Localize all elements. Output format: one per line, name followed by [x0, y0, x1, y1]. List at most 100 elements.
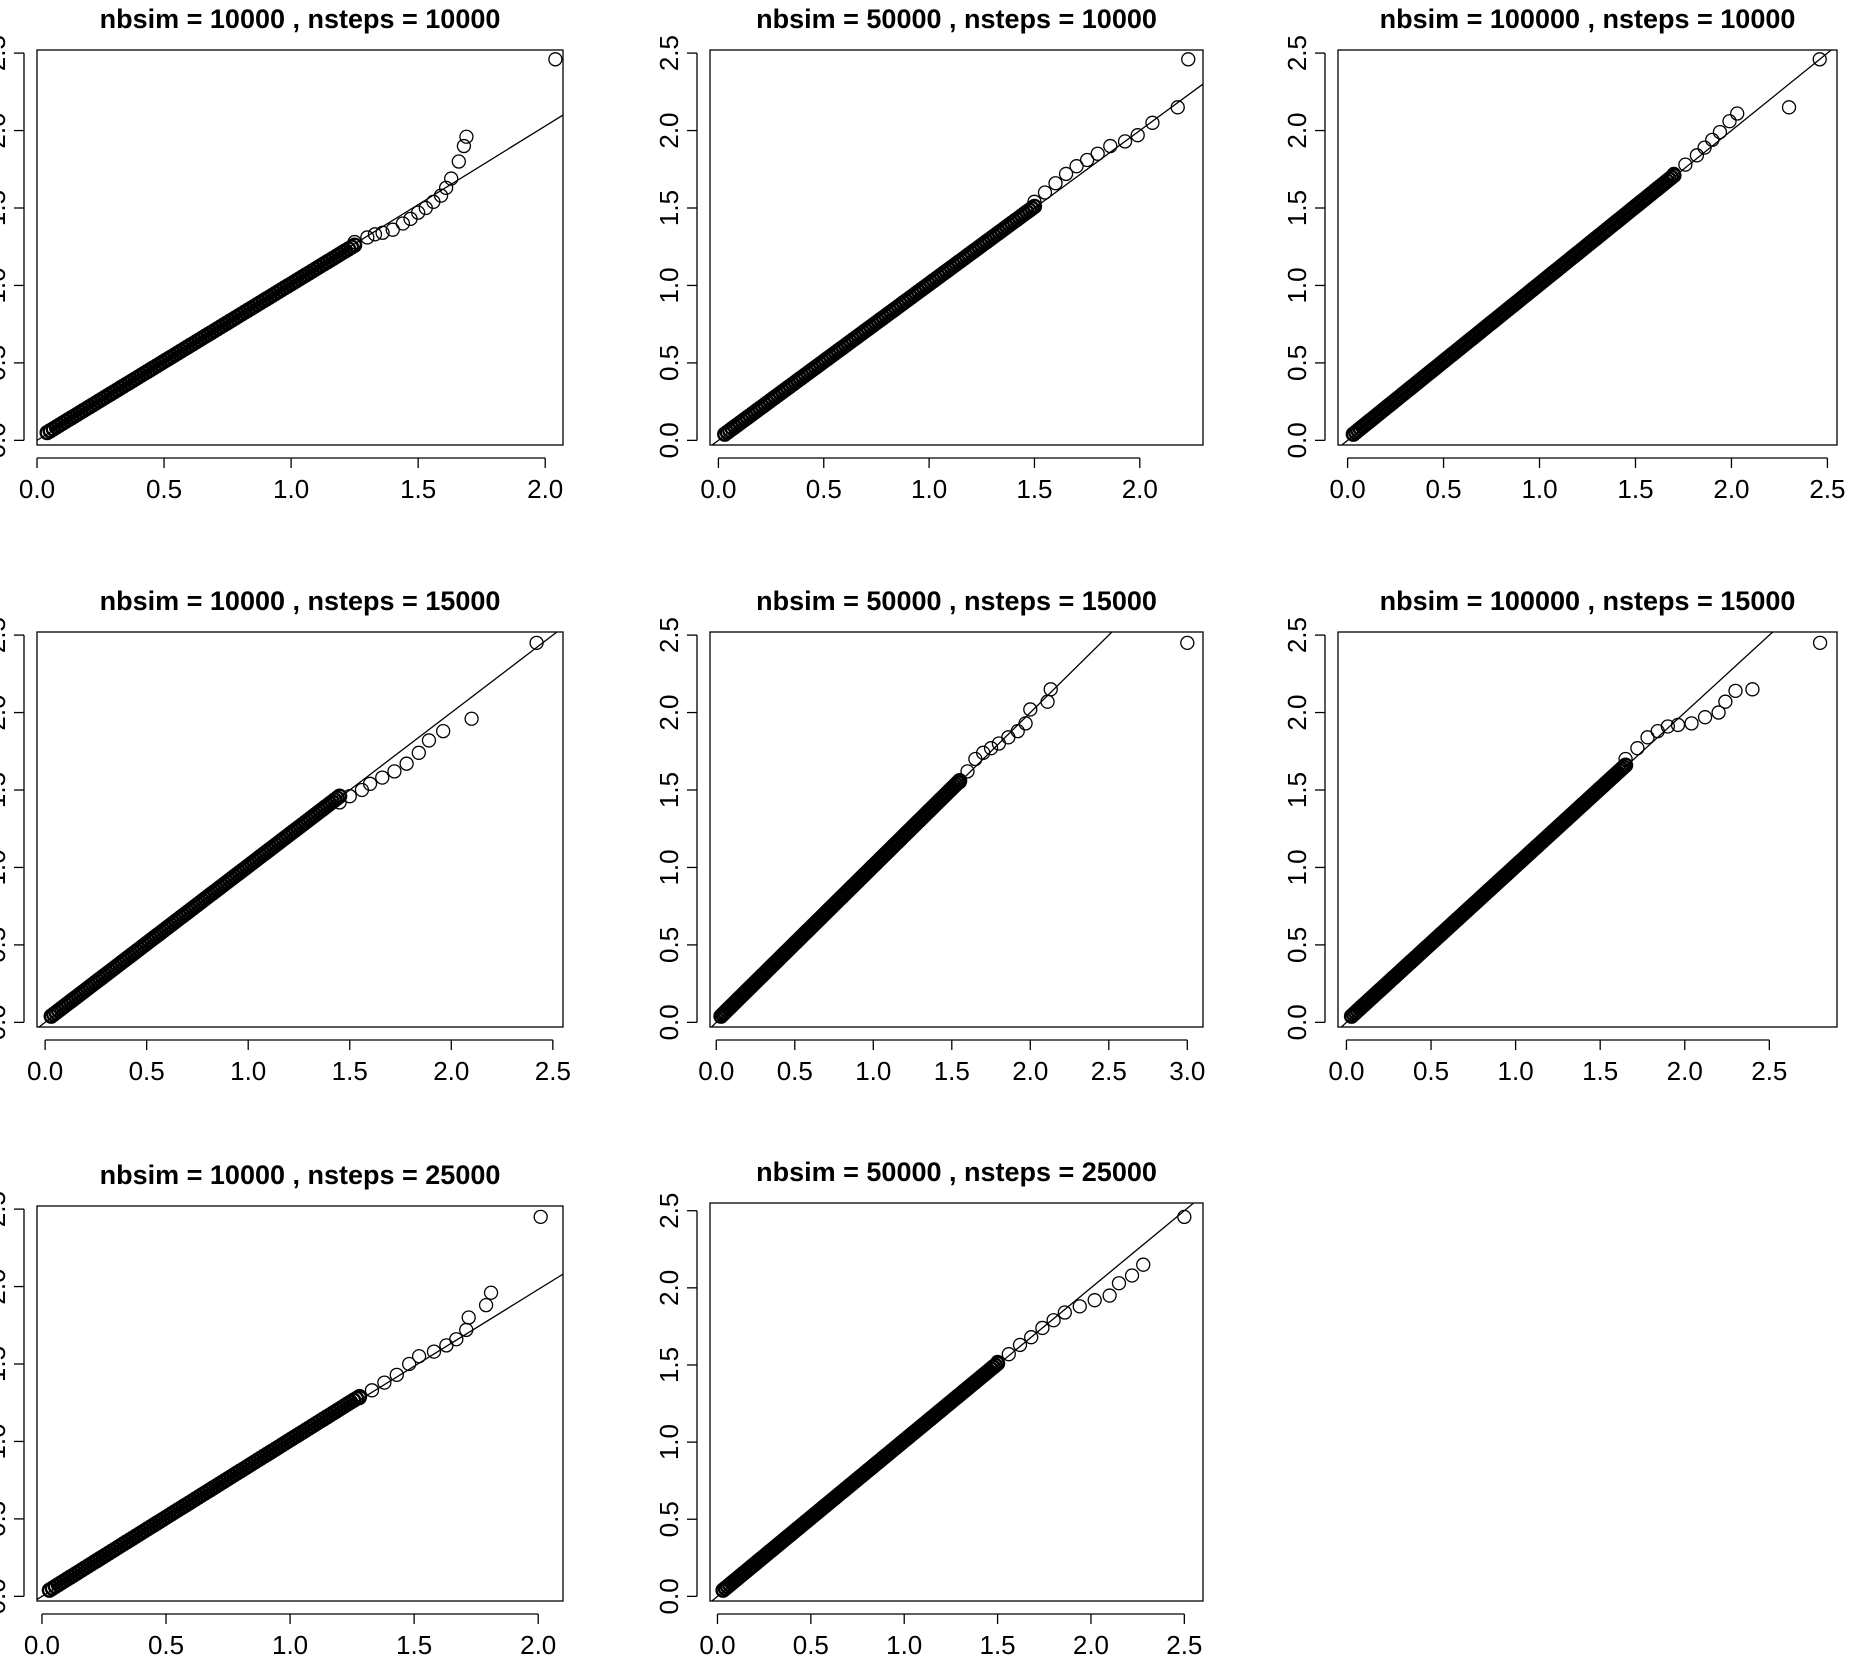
data-point: [1012, 1337, 1028, 1353]
y-tick-label: 1.0: [1282, 267, 1312, 303]
x-axis: 0.0 0.5 1.0 1.5 2.0 2.5: [27, 1039, 571, 1086]
x-tick-label: 1.5: [400, 474, 436, 504]
x-axis: 0.0 0.5 1.0 1.5 2.0 2.5 3.0: [698, 1039, 1205, 1086]
y-tick-label: 1.0: [0, 849, 11, 885]
y-tick-label: 1.0: [0, 1423, 11, 1459]
data-point: [1024, 1330, 1039, 1345]
data-point: [1027, 194, 1042, 209]
qq-panel: nbsim = 100000 , nsteps = 10000 0.0 0.5 1.0…: [1282, 4, 1845, 504]
y-axis: 0.0 0.5 1.0 1.5 2.0 2.5: [0, 35, 25, 458]
y-tick-label: 2.5: [654, 1193, 684, 1229]
data-point: [464, 711, 479, 726]
data-point: [960, 764, 975, 779]
data-point: [1712, 124, 1728, 140]
data-point: [478, 1297, 494, 1313]
x-tick-label: 2.0: [1122, 474, 1158, 504]
x-tick-label: 0.5: [806, 474, 842, 504]
data-point: [1024, 200, 1040, 217]
x-tick-label: 0.0: [19, 474, 55, 504]
panel-title: nbsim = 100000 , nsteps = 10000: [1380, 4, 1796, 34]
data-point: [1728, 683, 1743, 699]
data-point: [985, 1359, 1001, 1375]
y-tick-label: 1.0: [654, 1424, 684, 1460]
data-point: [1617, 757, 1634, 773]
plot-frame: [709, 49, 1204, 446]
x-tick-label: 2.0: [433, 1056, 469, 1086]
data-point: [1090, 146, 1105, 161]
data-point: [1111, 1276, 1127, 1291]
x-tick-label: 1.0: [855, 1056, 891, 1086]
data-point: [1136, 1257, 1151, 1272]
x-tick-label: 2.0: [1073, 1630, 1109, 1660]
dense-points: [1345, 167, 1682, 442]
x-tick-label: 1.0: [886, 1630, 922, 1660]
x-tick-label: 2.5: [1751, 1056, 1787, 1086]
qq-panel: nbsim = 50000 , nsteps = 10000 0.0 0.5 1.0 1…: [654, 4, 1204, 504]
data-point: [375, 225, 390, 240]
data-point: [529, 635, 544, 650]
data-point: [451, 154, 466, 169]
x-tick-label: 0.0: [698, 1056, 734, 1086]
x-tick-label: 2.0: [1667, 1056, 1703, 1086]
tail-points: [332, 635, 544, 810]
y-axis: 0.0 0.5 1.0 1.5 2.0 2.5: [1282, 35, 1326, 458]
x-tick-label: 1.0: [230, 1056, 266, 1086]
data-point: [1177, 1209, 1192, 1225]
x-tick-label: 2.5: [1166, 1630, 1202, 1660]
data-point: [1781, 100, 1797, 115]
y-tick-label: 1.0: [654, 267, 684, 303]
qq-panel: nbsim = 10000 , nsteps = 10000 0.0 0.5 1.0 1…: [0, 4, 564, 504]
data-point: [1684, 716, 1699, 731]
panel-title: nbsim = 50000 , nsteps = 15000: [756, 586, 1157, 616]
data-point: [421, 733, 437, 748]
tail-points: [347, 52, 563, 250]
y-tick-label: 1.5: [0, 190, 11, 226]
x-axis: 0.0 0.5 1.0 1.5 2.0: [19, 457, 563, 504]
plot-frame: [1337, 631, 1838, 1028]
panel-title: nbsim = 50000 , nsteps = 10000: [756, 4, 1157, 34]
y-tick-label: 1.0: [654, 849, 684, 885]
data-point: [1812, 52, 1827, 67]
data-point: [1023, 702, 1038, 717]
y-tick-label: 0.5: [0, 1501, 11, 1537]
data-point: [483, 1285, 499, 1300]
x-tick-label: 0.5: [148, 1630, 184, 1660]
data-point: [459, 129, 474, 144]
data-point: [444, 171, 459, 186]
x-tick-label: 0.5: [146, 474, 182, 504]
data-point: [362, 776, 378, 791]
data-point: [1035, 1320, 1050, 1336]
x-tick-label: 2.5: [1809, 474, 1845, 504]
x-tick-label: 1.0: [272, 1630, 308, 1660]
x-tick-label: 0.5: [777, 1056, 813, 1086]
x-tick-label: 2.0: [1012, 1056, 1048, 1086]
y-tick-label: 0.0: [654, 1004, 684, 1040]
panel-title: nbsim = 100000 , nsteps = 15000: [1380, 586, 1796, 616]
data-point: [1613, 761, 1630, 777]
data-point: [1124, 1268, 1140, 1283]
data-point: [1722, 114, 1737, 129]
x-tick-label: 0.0: [24, 1630, 60, 1660]
data-point: [346, 237, 363, 253]
data-point: [948, 776, 964, 793]
qq-panel: nbsim = 10000 , nsteps = 15000 0.0 0.5 1.0 1…: [0, 586, 571, 1086]
x-tick-label: 0.0: [1330, 474, 1366, 504]
data-point: [1069, 159, 1084, 174]
y-tick-label: 2.5: [654, 617, 684, 653]
y-tick-label: 2.0: [0, 1268, 11, 1304]
x-tick-label: 0.5: [1425, 474, 1461, 504]
panel-title: nbsim = 10000 , nsteps = 15000: [100, 586, 501, 616]
data-point: [1072, 1299, 1087, 1314]
tail-points: [1666, 52, 1827, 182]
x-tick-label: 2.5: [1091, 1056, 1127, 1086]
data-point: [352, 1390, 367, 1406]
x-axis: 0.0 0.5 1.0 1.5 2.0: [24, 1613, 556, 1660]
x-tick-label: 1.5: [1582, 1056, 1618, 1086]
y-tick-label: 0.0: [1282, 1004, 1312, 1040]
y-tick-label: 0.0: [654, 1578, 684, 1614]
data-point: [411, 205, 426, 220]
y-tick-label: 2.0: [0, 112, 11, 148]
plot-frame: [36, 49, 564, 446]
x-tick-label: 1.5: [980, 1630, 1016, 1660]
